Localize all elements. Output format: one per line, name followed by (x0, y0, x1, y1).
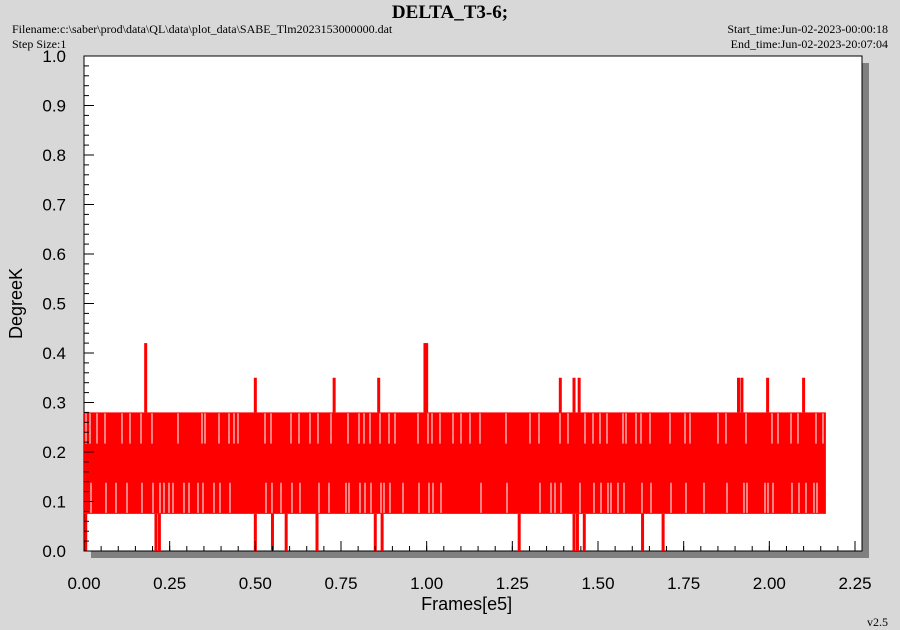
series-spike (144, 343, 148, 413)
series-spike (373, 513, 377, 551)
x-tick-label: 1.50 (581, 574, 614, 593)
filename-label: Filename:c:\saber\prod\data\QL\data\plot… (12, 22, 393, 36)
chart-title: DELTA_T3-6; (391, 2, 509, 23)
series-spike (380, 513, 384, 551)
step-size-label: Step Size:1 (12, 37, 67, 51)
y-tick-label: 0.1 (42, 493, 66, 512)
series-spike (736, 377, 740, 413)
version-label: v2.5 (867, 615, 888, 629)
x-tick-label: 1.75 (667, 574, 700, 593)
series-spike (84, 513, 88, 551)
end-time-label: End_time:Jun-02-2023-20:07:04 (730, 37, 888, 51)
series-spike (332, 377, 336, 413)
x-tick-label: 1.00 (410, 574, 443, 593)
y-tick-label: 0.9 (42, 97, 66, 116)
series-spike (154, 513, 158, 551)
series-spike (577, 377, 581, 413)
series-spike (423, 343, 427, 413)
x-tick-label: 0.25 (153, 574, 186, 593)
series-spike (802, 377, 806, 413)
y-tick-label: 0.0 (42, 542, 66, 561)
series-spike (517, 513, 521, 551)
series-band (84, 412, 826, 514)
y-tick-label: 0.3 (42, 394, 66, 413)
series-layer (84, 343, 826, 551)
series-spike (641, 513, 645, 551)
y-tick-label: 0.6 (42, 245, 66, 264)
series-spike (253, 377, 257, 413)
series-spike (582, 513, 586, 551)
series-spike (740, 377, 744, 413)
y-tick-label: 1.0 (42, 47, 66, 66)
series-spike (284, 513, 288, 551)
x-tick-label: 0.00 (67, 574, 100, 593)
series-spike (575, 513, 579, 551)
series-spike (270, 513, 274, 551)
x-axis-label: Frames[e5] (421, 594, 512, 614)
series-spike (766, 377, 770, 413)
series-spike (157, 513, 161, 551)
y-tick-label: 0.4 (42, 344, 66, 363)
series-spike (315, 513, 319, 551)
x-tick-label: 0.50 (239, 574, 272, 593)
y-tick-label: 0.8 (42, 146, 66, 165)
x-tick-label: 2.00 (753, 574, 786, 593)
x-tick-label: 1.25 (496, 574, 529, 593)
series-spike (572, 377, 576, 413)
series-spike (661, 513, 665, 551)
y-axis-label: DegreeK (6, 268, 26, 339)
y-tick-label: 0.7 (42, 196, 66, 215)
y-tick-label: 0.2 (42, 443, 66, 462)
series-spike (558, 377, 562, 413)
axes-layer: 0.0 0.1 0.2 0.3 0.4 0.5 0.6 0.7 0.8 0.9 1.0 0.00 0.2… (42, 47, 871, 593)
series-spike (377, 377, 381, 413)
y-tick-label: 0.5 (42, 295, 66, 314)
series-spike (253, 513, 257, 551)
start-time-label: Start_time:Jun-02-2023-00:00:18 (727, 22, 888, 36)
series-spike (425, 343, 429, 413)
x-tick-label: 2.25 (838, 574, 871, 593)
x-tick-label: 0.75 (324, 574, 357, 593)
series-spike (572, 513, 576, 551)
